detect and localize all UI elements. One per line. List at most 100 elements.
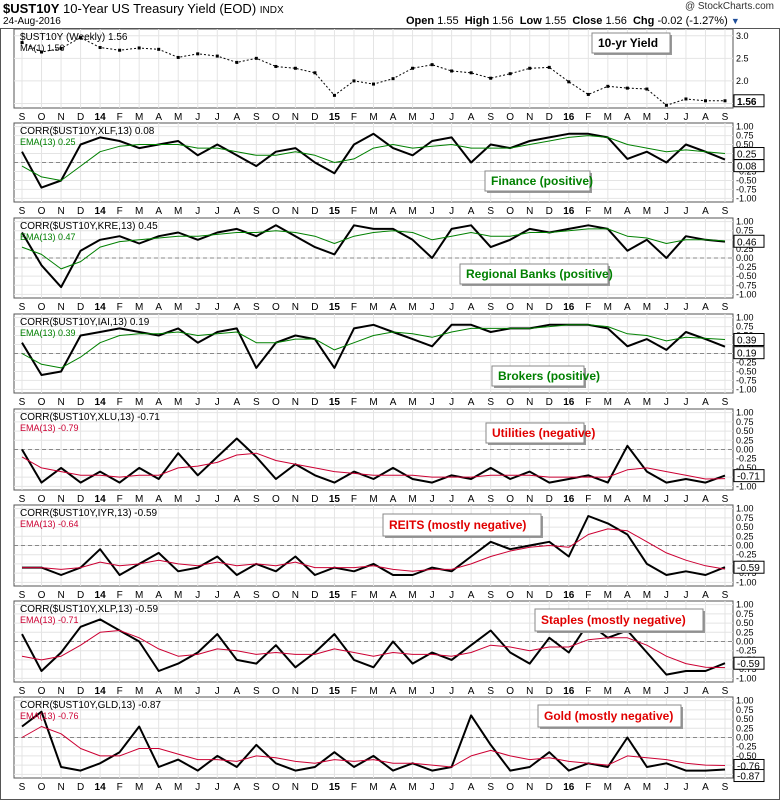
x-tick-label: 16 bbox=[563, 782, 575, 793]
x-tick-label: S bbox=[722, 112, 729, 123]
x-tick-label: D bbox=[311, 302, 318, 313]
x-tick-label: D bbox=[77, 686, 84, 697]
x-tick-label: J bbox=[195, 782, 200, 793]
y-tick-label: -1.00 bbox=[736, 577, 757, 587]
x-tick-label: D bbox=[311, 494, 318, 505]
legend-entry: EMA(13) -0.71 bbox=[20, 615, 79, 625]
series-line-ema bbox=[21, 726, 726, 768]
x-tick-label: S bbox=[19, 686, 26, 697]
series-line-corr bbox=[21, 710, 726, 772]
x-tick-label: 15 bbox=[329, 494, 341, 505]
yield-point bbox=[137, 46, 141, 50]
y-tick-label: -0.75 bbox=[736, 184, 757, 194]
x-tick-label: A bbox=[468, 112, 475, 123]
x-tick-label: F bbox=[585, 397, 591, 408]
x-tick-label: M bbox=[643, 494, 651, 505]
x-tick-label: 16 bbox=[563, 112, 575, 123]
x-tick-label: A bbox=[390, 397, 397, 408]
x-tick-label: F bbox=[117, 686, 123, 697]
x-tick-label: D bbox=[311, 112, 318, 123]
ohlc-readout: Open 1.55 High 1.56 Low 1.55 Close 1.56 … bbox=[406, 15, 740, 27]
x-tick-label: A bbox=[155, 782, 162, 793]
x-tick-label: J bbox=[215, 112, 220, 123]
dropdown-triangle-icon[interactable]: ▼ bbox=[730, 16, 740, 26]
x-tick-label: N bbox=[57, 494, 64, 505]
x-tick-label: S bbox=[487, 206, 494, 217]
yield-point bbox=[293, 66, 297, 70]
x-tick-label: 15 bbox=[329, 686, 341, 697]
x-tick-label: M bbox=[135, 686, 143, 697]
y-tick-label: 1.00 bbox=[736, 504, 754, 514]
x-tick-label: D bbox=[546, 590, 553, 601]
y-tick-label: 0.50 bbox=[736, 618, 754, 628]
x-tick-label: J bbox=[215, 782, 220, 793]
x-tick-label: D bbox=[311, 397, 318, 408]
y-tick-label: 0.75 bbox=[736, 226, 754, 236]
x-tick-label: N bbox=[57, 206, 64, 217]
y-tick-label: -0.25 bbox=[736, 646, 757, 656]
x-tick-label: O bbox=[38, 302, 46, 313]
x-tick-label: J bbox=[683, 206, 688, 217]
x-tick-label: M bbox=[408, 590, 416, 601]
series-line-ema bbox=[21, 324, 726, 369]
x-tick-label: D bbox=[77, 397, 84, 408]
x-tick-label: M bbox=[135, 112, 143, 123]
annotation-box bbox=[382, 513, 542, 537]
x-tick-label: A bbox=[155, 397, 162, 408]
yield-point bbox=[235, 60, 239, 64]
last-value-box bbox=[733, 560, 765, 574]
x-tick-label: D bbox=[546, 686, 553, 697]
x-tick-label: 15 bbox=[329, 112, 341, 123]
x-tick-label: S bbox=[487, 397, 494, 408]
x-tick-label: N bbox=[292, 782, 299, 793]
panel-2: 1.000.750.500.250.00-0.25-0.50-0.75-1.00… bbox=[13, 122, 765, 203]
y-tick-label: -0.25 bbox=[736, 742, 757, 752]
x-tick-label: M bbox=[174, 206, 182, 217]
x-tick-label: F bbox=[351, 397, 357, 408]
x-tick-label: J bbox=[449, 206, 454, 217]
y-tick-label: 0.75 bbox=[736, 609, 754, 619]
yield-point bbox=[625, 86, 629, 90]
x-tick-label: A bbox=[155, 494, 162, 505]
y-tick-label: 1.00 bbox=[736, 600, 754, 610]
x-tick-label: S bbox=[722, 494, 729, 505]
low-label: Low bbox=[519, 15, 542, 27]
x-tick-label: M bbox=[408, 494, 416, 505]
x-tick-label: D bbox=[311, 590, 318, 601]
x-tick-label: M bbox=[408, 206, 416, 217]
x-tick-label: A bbox=[233, 397, 240, 408]
x-tick-label: N bbox=[57, 302, 64, 313]
x-tick-label: S bbox=[722, 782, 729, 793]
x-tick-label: S bbox=[19, 206, 26, 217]
annotation-box bbox=[591, 32, 671, 54]
yield-point bbox=[430, 63, 434, 67]
x-tick-label: S bbox=[722, 590, 729, 601]
legend-entry: $UST10Y (Weekly) 1.56 bbox=[20, 32, 128, 43]
yield-point bbox=[254, 56, 258, 60]
x-tick-label: A bbox=[624, 494, 631, 505]
annotation-box bbox=[459, 263, 609, 285]
x-tick-label: F bbox=[585, 206, 591, 217]
x-tick-label: 16 bbox=[563, 206, 575, 217]
x-tick-label: J bbox=[430, 686, 435, 697]
x-tick-label: O bbox=[38, 206, 46, 217]
yield-point bbox=[196, 52, 200, 56]
series-line-ema bbox=[22, 528, 726, 572]
x-tick-label: S bbox=[19, 590, 26, 601]
x-tick-label: M bbox=[604, 302, 612, 313]
x-tick-label: D bbox=[77, 112, 84, 123]
x-tick-label: M bbox=[135, 397, 143, 408]
y-tick-label: 1.00 bbox=[736, 696, 754, 706]
yield-point bbox=[547, 65, 551, 69]
y-tick-label: -0.25 bbox=[736, 357, 757, 367]
y-tick-label: 1.00 bbox=[736, 122, 754, 132]
x-tick-label: A bbox=[702, 686, 709, 697]
y-tick-label: 0.25 bbox=[736, 435, 754, 445]
x-tick-label: S bbox=[722, 397, 729, 408]
last-value-label: -0.59 bbox=[737, 659, 760, 670]
x-tick-label: S bbox=[722, 206, 729, 217]
x-tick-label: A bbox=[702, 494, 709, 505]
y-tick-label: 0.25 bbox=[736, 244, 754, 254]
x-tick-label: A bbox=[624, 782, 631, 793]
x-tick-label: A bbox=[468, 782, 475, 793]
